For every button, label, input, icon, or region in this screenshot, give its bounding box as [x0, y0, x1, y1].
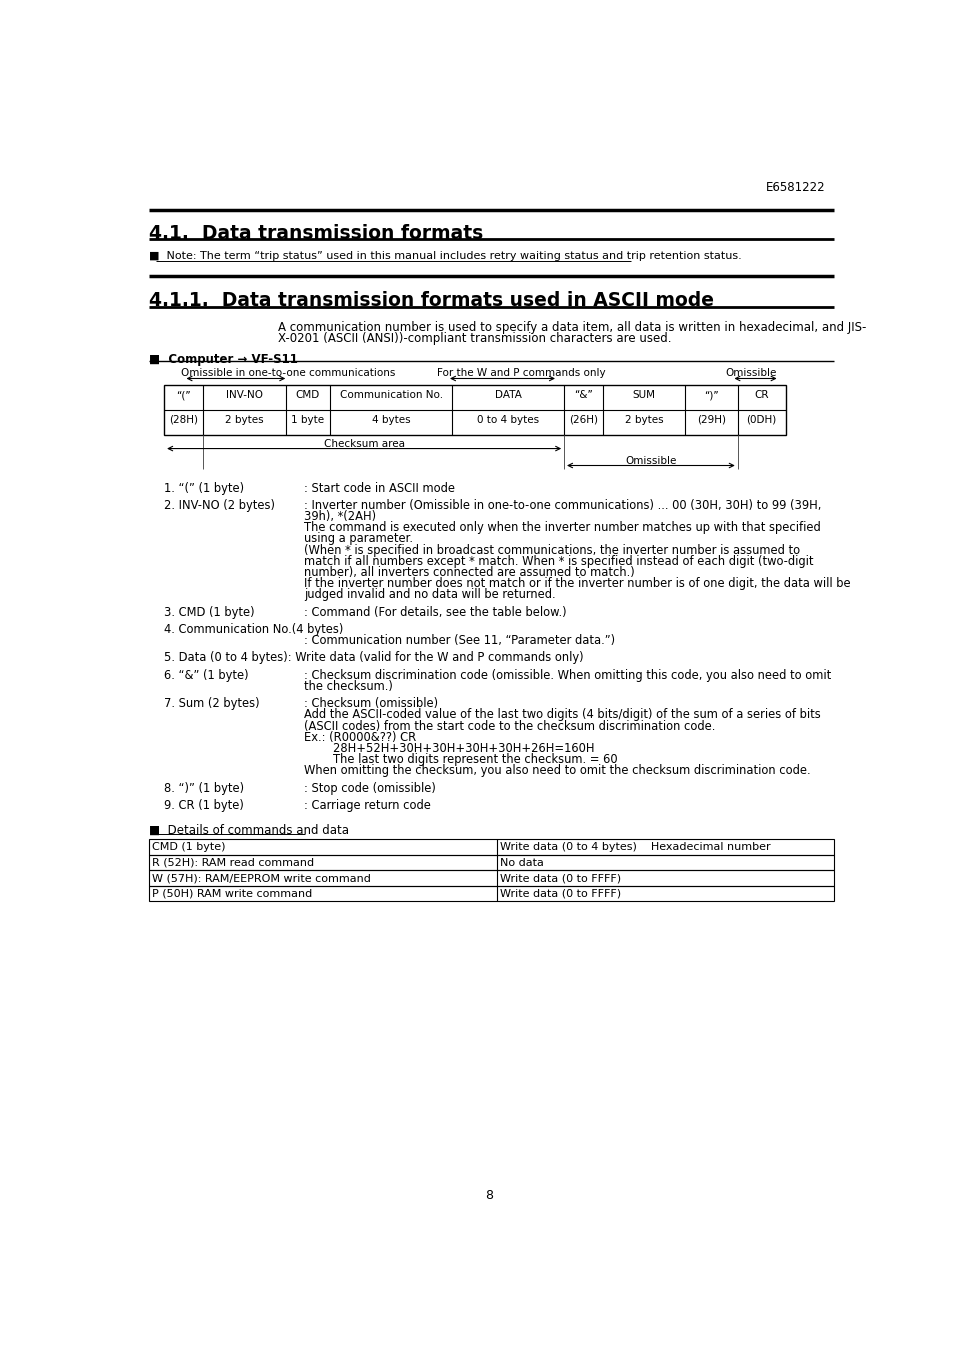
Text: ■  Computer → VF-S11: ■ Computer → VF-S11: [149, 353, 297, 366]
Bar: [149, 870, 833, 885]
Text: judged invalid and no data will be returned.: judged invalid and no data will be retur…: [303, 588, 555, 601]
Text: 8. “)” (1 byte): 8. “)” (1 byte): [164, 782, 244, 794]
Text: 39h), *(2AH): 39h), *(2AH): [303, 511, 375, 523]
Text: 4.1.  Data transmission formats: 4.1. Data transmission formats: [149, 224, 482, 243]
Text: : Start code in ASCII mode: : Start code in ASCII mode: [303, 482, 455, 494]
Text: ■  Details of commands and data: ■ Details of commands and data: [149, 824, 349, 836]
Text: Ex.: (R0000&??) CR: Ex.: (R0000&??) CR: [303, 731, 416, 744]
Text: No data: No data: [499, 858, 543, 867]
Text: 0 to 4 bytes: 0 to 4 bytes: [476, 415, 538, 424]
Text: Omissible in one-to-one communications: Omissible in one-to-one communications: [181, 369, 395, 378]
Text: 4. Communication No.(4 bytes): 4. Communication No.(4 bytes): [164, 623, 343, 636]
Text: Write data (0 to 4 bytes)    Hexadecimal number: Write data (0 to 4 bytes) Hexadecimal nu…: [499, 843, 770, 852]
Text: R (52H): RAM read command: R (52H): RAM read command: [152, 858, 314, 867]
Text: : Stop code (omissible): : Stop code (omissible): [303, 782, 436, 794]
Text: If the inverter number does not match or if the inverter number is of one digit,: If the inverter number does not match or…: [303, 577, 849, 590]
Text: 7. Sum (2 bytes): 7. Sum (2 bytes): [164, 697, 259, 711]
Text: 4.1.1.  Data transmission formats used in ASCII mode: 4.1.1. Data transmission formats used in…: [149, 292, 713, 311]
Text: X-0201 (ASCII (ANSI))-compliant transmission characters are used.: X-0201 (ASCII (ANSI))-compliant transmis…: [278, 331, 671, 345]
Text: CMD: CMD: [295, 390, 320, 400]
Text: 4 bytes: 4 bytes: [372, 415, 410, 424]
Text: (28H): (28H): [169, 415, 198, 424]
Text: 9. CR (1 byte): 9. CR (1 byte): [164, 798, 244, 812]
Text: The last two digits represent the checksum. = 60: The last two digits represent the checks…: [303, 753, 617, 766]
Text: W (57H): RAM/EEPROM write command: W (57H): RAM/EEPROM write command: [152, 873, 371, 884]
Text: Communication No.: Communication No.: [339, 390, 442, 400]
Text: “)”: “)”: [703, 390, 718, 400]
Text: Checksum area: Checksum area: [323, 439, 404, 450]
Text: (0DH): (0DH): [746, 415, 776, 424]
Text: : Communication number (See 11, “Parameter data.”): : Communication number (See 11, “Paramet…: [303, 634, 614, 647]
Text: : Inverter number (Omissible in one-to-one communications) ... 00 (30H, 30H) to : : Inverter number (Omissible in one-to-o…: [303, 499, 821, 512]
Text: 8: 8: [484, 1189, 493, 1201]
Text: The command is executed only when the inverter number matches up with that speci: The command is executed only when the in…: [303, 521, 820, 535]
Text: P (50H) RAM write command: P (50H) RAM write command: [152, 889, 312, 898]
Text: INV-NO: INV-NO: [226, 390, 263, 400]
Text: (26H): (26H): [568, 415, 598, 424]
Text: For the W and P commands only: For the W and P commands only: [436, 369, 605, 378]
Bar: [149, 855, 833, 870]
Text: 6. “&” (1 byte): 6. “&” (1 byte): [164, 669, 249, 682]
Text: “(”: “(”: [176, 390, 191, 400]
Text: (ASCII codes) from the start code to the checksum discrimination code.: (ASCII codes) from the start code to the…: [303, 720, 715, 732]
Text: : Command (For details, see the table below.): : Command (For details, see the table be…: [303, 605, 566, 619]
Text: 2 bytes: 2 bytes: [225, 415, 263, 424]
Text: using a parameter.: using a parameter.: [303, 532, 413, 546]
Text: : Carriage return code: : Carriage return code: [303, 798, 430, 812]
Text: 5. Data (0 to 4 bytes): Write data (valid for the W and P commands only): 5. Data (0 to 4 bytes): Write data (vali…: [164, 651, 583, 665]
Text: E6581222: E6581222: [765, 181, 825, 195]
Text: A communication number is used to specify a data item, all data is written in he: A communication number is used to specif…: [278, 320, 865, 334]
Text: ■  Note: The term “trip status” used in this manual includes retry waiting statu: ■ Note: The term “trip status” used in t…: [149, 251, 740, 262]
Text: CMD (1 byte): CMD (1 byte): [152, 843, 225, 852]
Text: : Checksum discrimination code (omissible. When omitting this code, you also nee: : Checksum discrimination code (omissibl…: [303, 669, 830, 682]
Text: When omitting the checksum, you also need to omit the checksum discrimination co: When omitting the checksum, you also nee…: [303, 765, 809, 777]
Text: Add the ASCII-coded value of the last two digits (4 bits/digit) of the sum of a : Add the ASCII-coded value of the last tw…: [303, 708, 820, 721]
Text: SUM: SUM: [632, 390, 655, 400]
Bar: [149, 885, 833, 901]
Text: 28H+52H+30H+30H+30H+30H+26H=160H: 28H+52H+30H+30H+30H+30H+26H=160H: [303, 742, 594, 755]
Bar: [149, 839, 833, 855]
Text: Omissible: Omissible: [724, 369, 776, 378]
Text: the checksum.): the checksum.): [303, 680, 393, 693]
Text: 2 bytes: 2 bytes: [624, 415, 662, 424]
Bar: [164, 385, 785, 435]
Text: Write data (0 to FFFF): Write data (0 to FFFF): [499, 873, 620, 884]
Text: : Checksum (omissible): : Checksum (omissible): [303, 697, 437, 711]
Text: Omissible: Omissible: [624, 457, 676, 466]
Text: DATA: DATA: [495, 390, 521, 400]
Text: (When * is specified in broadcast communications, the inverter number is assumed: (When * is specified in broadcast commun…: [303, 543, 799, 557]
Text: “&”: “&”: [574, 390, 592, 400]
Text: 1 byte: 1 byte: [291, 415, 324, 424]
Text: (29H): (29H): [696, 415, 725, 424]
Text: 3. CMD (1 byte): 3. CMD (1 byte): [164, 605, 254, 619]
Text: match if all numbers except * match. When * is specified instead of each digit (: match if all numbers except * match. Whe…: [303, 555, 812, 567]
Text: CR: CR: [754, 390, 768, 400]
Text: number), all inverters connected are assumed to match.): number), all inverters connected are ass…: [303, 566, 634, 580]
Text: 1. “(” (1 byte): 1. “(” (1 byte): [164, 482, 244, 494]
Text: 2. INV-NO (2 bytes): 2. INV-NO (2 bytes): [164, 499, 274, 512]
Text: Write data (0 to FFFF): Write data (0 to FFFF): [499, 889, 620, 898]
